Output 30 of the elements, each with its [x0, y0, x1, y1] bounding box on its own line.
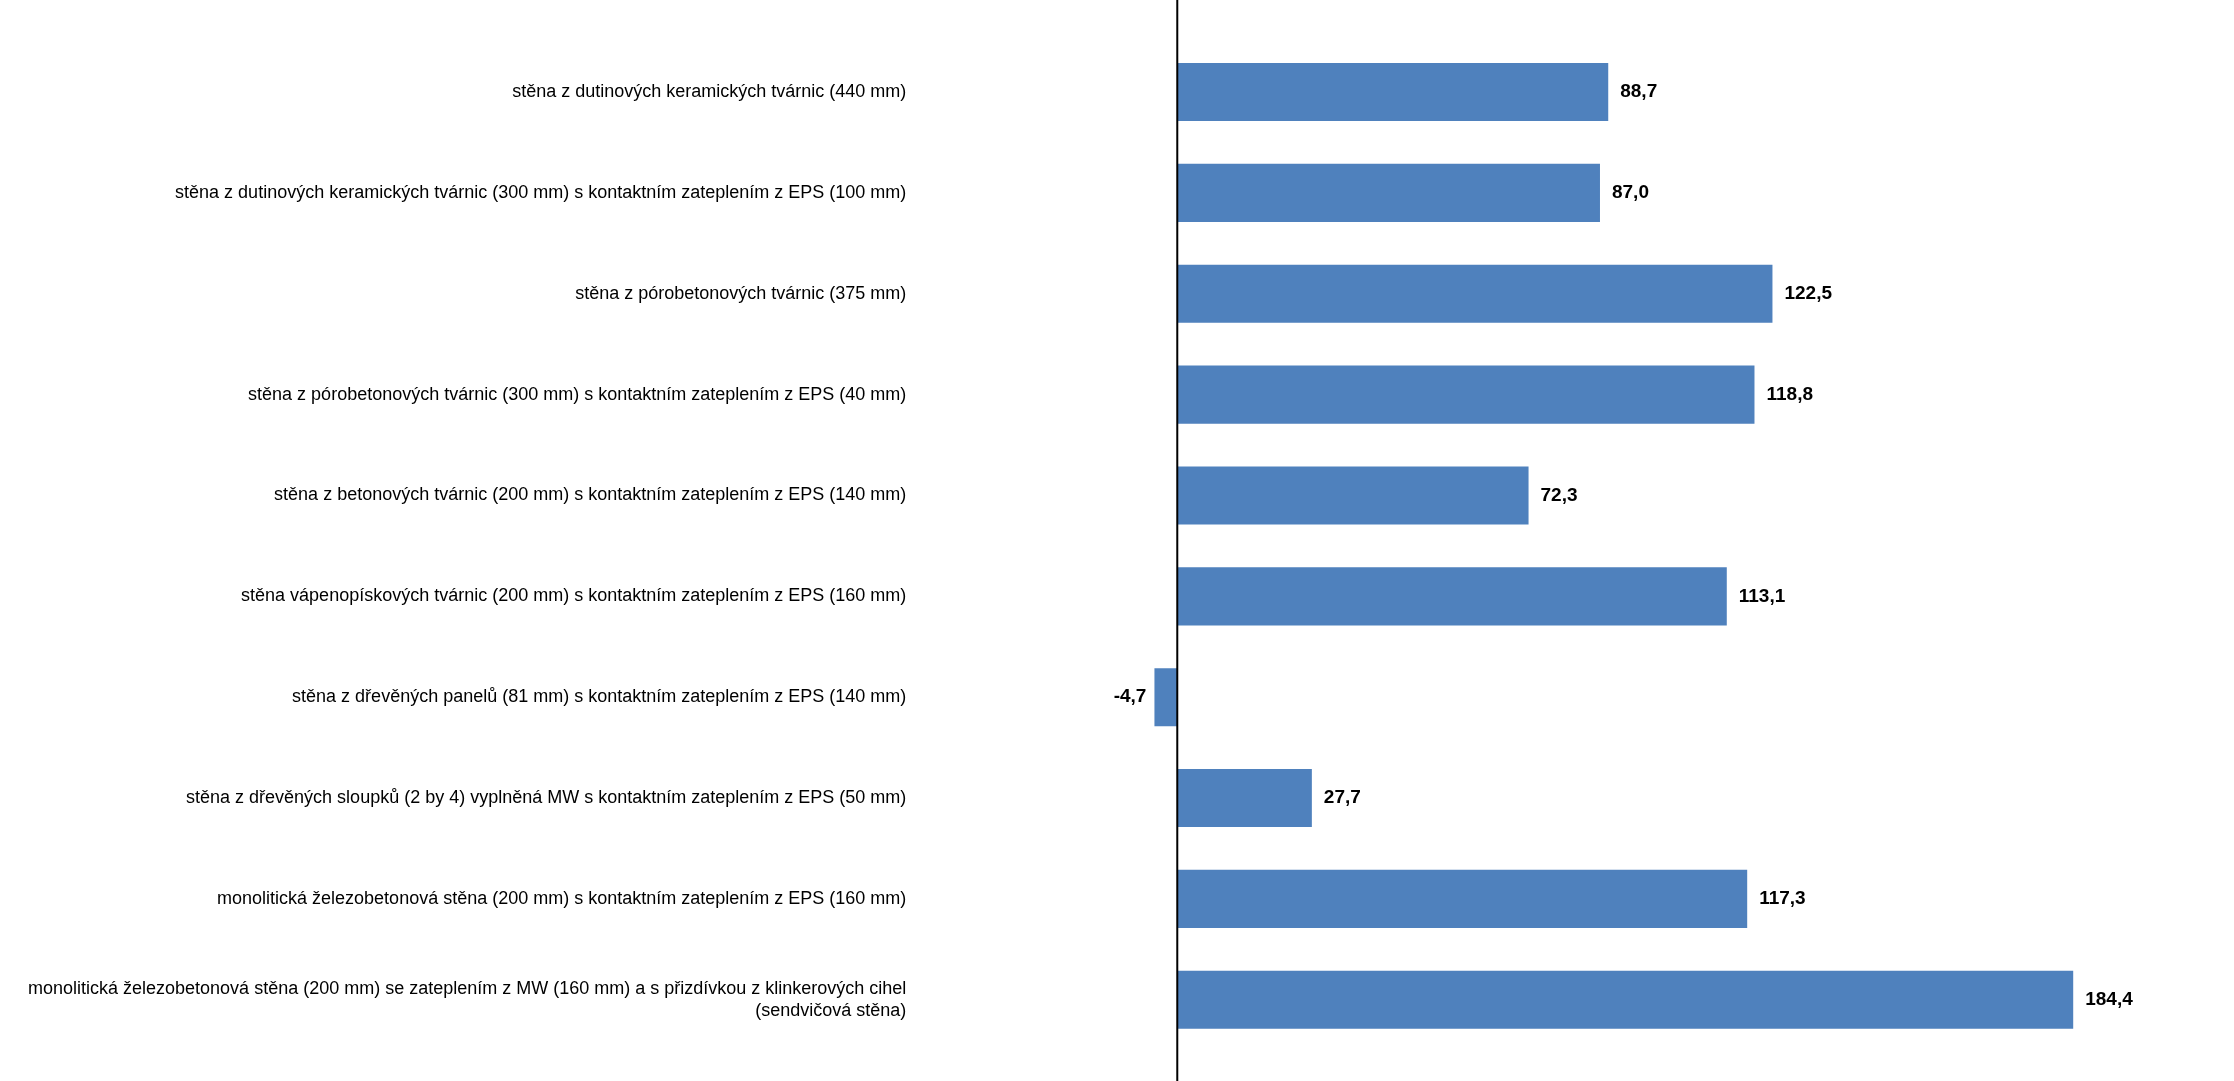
y-tick-label: stěna vápenopískových tvárnic (200 mm) s kontaktním zateplením z EPS (160 mm) [241, 585, 907, 606]
y-tick-label: stěna z pórobetonových tvárnic (300 mm) s kontaktním zateplením z EPS (40 mm) [248, 383, 907, 404]
y-tick-label: stěna z pórobetonových tvárnic (375 mm) [575, 282, 907, 303]
bar [1177, 264, 1773, 323]
data-label: 72,3 [1540, 483, 1578, 505]
y-tick-label: stěna z dřevěných sloupků (2 by 4) vyplněná MW s kontaktním zateplením z EPS (50 mm) [186, 787, 907, 808]
bar [1177, 62, 1609, 122]
bar [1177, 466, 1529, 525]
data-label: 117,3 [1759, 887, 1806, 909]
bar [1177, 163, 1600, 222]
data-label: 184,4 [2085, 988, 2134, 1009]
data-label: 87,0 [1611, 181, 1649, 203]
data-label: 88,7 [1620, 80, 1658, 102]
bar [1177, 869, 1748, 928]
y-tick-label: stěna z dutinových keramických tvárnic (300 mm) s kontaktním zateplením z EPS (100 mm) [175, 181, 907, 202]
data-label: 113,1 [1738, 584, 1786, 606]
data-label: 27,7 [1323, 786, 1361, 808]
y-tick-label: monolitická železobetonová stěna (200 mm) se zateplením z MW (160 mm) a s přizdívkou z klinkerových cihel (sendvičová stěna) [28, 977, 907, 1020]
data-label: 122,5 [1784, 281, 1833, 303]
y-tick-label: stěna z dřevěných panelů (81 mm) s kontaktním zateplením z EPS (140 mm) [292, 686, 907, 707]
y-tick-label: stěna z betonových tvárnic (200 mm) s kontaktním zateplením z EPS (140 mm) [274, 484, 907, 505]
bar [1177, 970, 2074, 1029]
bar [1177, 365, 1755, 424]
y-tick-label: monolitická železobetonová stěna (200 mm) s kontaktním zateplením z EPS (160 mm) [217, 887, 907, 908]
data-label: -4,7 [1113, 685, 1147, 707]
bar [1154, 668, 1178, 727]
bar [1177, 567, 1727, 626]
y-tick-label: stěna z dutinových keramických tvárnic (440 mm) [512, 81, 907, 101]
data-label: 118,8 [1766, 382, 1813, 404]
bar [1177, 769, 1312, 828]
